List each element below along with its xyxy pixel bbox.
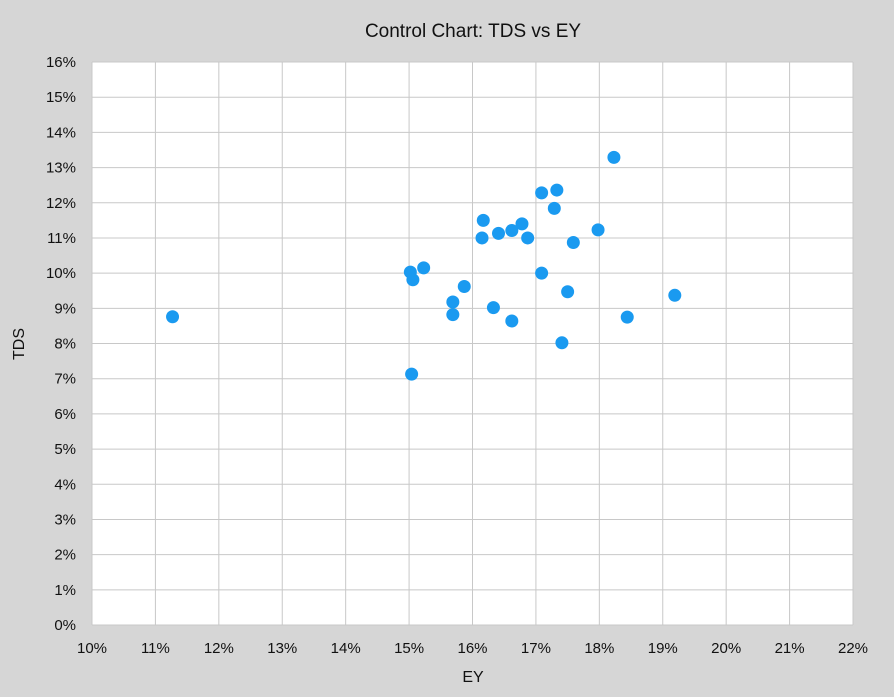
y-gridlines bbox=[92, 61, 853, 626]
x-tick-label: 13% bbox=[267, 640, 297, 657]
x-tick-label: 19% bbox=[648, 640, 678, 657]
data-point bbox=[475, 231, 489, 245]
data-point bbox=[505, 224, 519, 238]
x-tick-labels: 10% 11% 12% 13% 14% 15% 16% 17% 18% 19% 20% 21% 22% bbox=[77, 640, 868, 657]
data-point bbox=[555, 336, 569, 350]
y-tick-label: 14% bbox=[46, 124, 76, 141]
x-tick-label: 10% bbox=[77, 640, 107, 657]
data-point bbox=[566, 236, 580, 250]
data-point bbox=[486, 301, 500, 315]
y-tick-label: 15% bbox=[46, 89, 76, 106]
data-point bbox=[446, 295, 460, 309]
data-point bbox=[591, 223, 605, 237]
x-tick-label: 12% bbox=[204, 640, 234, 657]
x-tick-label: 16% bbox=[457, 640, 487, 657]
data-point bbox=[550, 183, 564, 197]
x-tick-label: 21% bbox=[775, 640, 805, 657]
y-tick-label: 1% bbox=[54, 582, 76, 599]
data-point bbox=[406, 273, 420, 287]
data-point bbox=[417, 261, 431, 275]
y-tick-label: 2% bbox=[54, 547, 76, 564]
x-axis-label: EY bbox=[462, 669, 484, 686]
y-tick-label: 10% bbox=[46, 265, 76, 282]
y-tick-label: 7% bbox=[54, 371, 76, 388]
y-tick-label: 5% bbox=[54, 441, 76, 458]
chart-title: Control Chart: TDS vs EY bbox=[365, 21, 581, 42]
y-tick-label: 16% bbox=[46, 54, 76, 71]
x-tick-label: 20% bbox=[711, 640, 741, 657]
data-point bbox=[607, 150, 621, 164]
data-point bbox=[547, 201, 561, 215]
data-point bbox=[620, 310, 634, 324]
data-point bbox=[521, 231, 535, 245]
data-point bbox=[505, 314, 519, 328]
data-point bbox=[457, 279, 471, 293]
y-tick-label: 8% bbox=[54, 336, 76, 353]
y-tick-label: 4% bbox=[54, 476, 76, 493]
y-tick-label: 12% bbox=[46, 195, 76, 212]
data-points bbox=[166, 150, 682, 381]
y-tick-label: 0% bbox=[54, 617, 76, 634]
y-tick-label: 11% bbox=[47, 230, 76, 247]
x-tick-label: 22% bbox=[838, 640, 868, 657]
data-point bbox=[492, 226, 506, 240]
data-point bbox=[535, 266, 549, 280]
x-tick-label: 11% bbox=[141, 640, 170, 657]
x-tick-label: 15% bbox=[394, 640, 424, 657]
data-point bbox=[166, 310, 180, 324]
data-point bbox=[405, 367, 419, 381]
y-tick-label: 3% bbox=[54, 511, 76, 528]
y-tick-label: 9% bbox=[54, 300, 76, 317]
y-tick-label: 13% bbox=[46, 160, 76, 177]
data-point bbox=[446, 308, 460, 322]
data-point bbox=[668, 288, 682, 302]
data-point bbox=[535, 186, 549, 200]
data-point bbox=[561, 285, 575, 299]
data-point bbox=[515, 217, 529, 231]
y-tick-labels: 0% 1% 2% 3% 4% 5% 6% 7% 8% 9% 10% 11% 12% 13% 14% 15% 16… bbox=[46, 54, 76, 634]
data-point bbox=[476, 213, 490, 227]
x-tick-label: 18% bbox=[584, 640, 614, 657]
y-tick-label: 6% bbox=[54, 406, 76, 423]
y-axis-label: TDS bbox=[11, 328, 28, 360]
x-tick-label: 14% bbox=[331, 640, 361, 657]
x-tick-label: 17% bbox=[521, 640, 551, 657]
